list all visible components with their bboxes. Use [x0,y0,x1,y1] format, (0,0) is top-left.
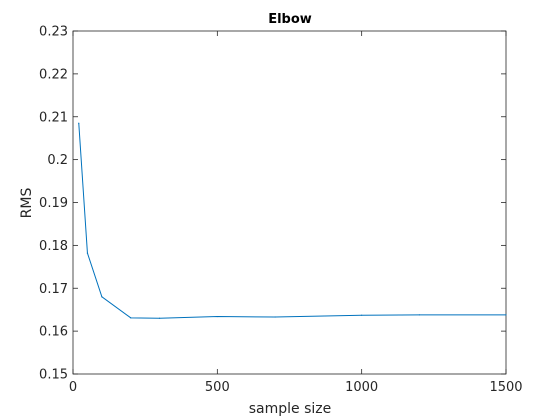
y-tick-label: 0.22 [39,67,68,82]
data-point [274,316,276,318]
y-tick-label: 0.23 [39,25,68,40]
data-point [130,317,132,319]
data-point [216,315,218,318]
data-point [159,317,161,319]
y-axis-label: RMS [19,188,35,219]
data-point [101,296,103,298]
axes [72,30,507,375]
data-point [78,122,80,124]
y-tick-label: 0.18 [39,239,68,254]
data-point [418,314,420,316]
x-tick-label: 500 [205,380,230,395]
chart-title: Elbow [268,12,312,27]
series-line [78,123,506,319]
data-point [86,252,89,254]
x-tick-label: 0 [69,380,77,395]
y-tick-label: 0.2 [47,153,68,168]
x-tick-label: 1500 [489,380,522,395]
series [78,122,507,319]
ticks: 0 500 1000 1500 0.15 0.16 0.17 0.18 0.19 0.2 0.21 0… [39,25,523,396]
data-point [361,314,363,316]
data-point [505,314,507,316]
y-tick-label: 0.21 [39,110,68,125]
x-tick-label: 1000 [345,380,378,395]
y-tick-label: 0.17 [39,282,68,297]
x-axis-label: sample size [249,401,332,417]
y-tick-label: 0.15 [39,368,68,383]
y-tick-label: 0.16 [39,325,68,340]
plot-frame [72,30,507,375]
y-tick-label: 0.19 [39,196,68,211]
